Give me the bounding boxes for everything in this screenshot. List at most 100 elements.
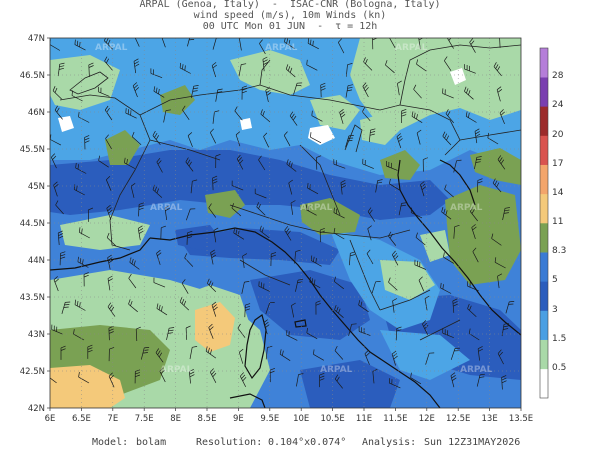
lon-tick-label: 11.5E <box>383 414 407 424</box>
wind-barb <box>286 159 297 172</box>
wind-barb <box>418 276 425 292</box>
lon-tick-label: 7E <box>107 414 118 424</box>
analysis-label: Analysis: <box>362 437 417 448</box>
wind-barb <box>152 184 163 198</box>
wind-barb <box>134 369 141 384</box>
wind-barb <box>496 86 503 102</box>
wind-barb <box>156 249 162 265</box>
lon-tick-label: 10E <box>293 414 309 424</box>
colorbar-label: 28 <box>552 71 564 82</box>
wind-barb <box>444 56 452 71</box>
lat-tick-label: 43N <box>28 330 45 340</box>
wind-barb <box>368 128 376 143</box>
watermark-text: ARPAL <box>460 365 493 375</box>
wind-barb <box>209 368 217 383</box>
wind-barb <box>285 64 296 78</box>
wind-barb <box>499 109 505 125</box>
wind-barb <box>477 346 484 361</box>
wind-barb <box>391 250 399 266</box>
wind-barb <box>156 303 168 316</box>
wind-barb <box>440 282 452 294</box>
wind-barb <box>131 131 142 146</box>
wind-barb <box>265 87 272 102</box>
colorbar-label: 1.5 <box>552 333 567 344</box>
wind-barb <box>233 227 245 240</box>
wind-barb <box>425 352 435 365</box>
wind-barb <box>447 38 454 49</box>
wind-barb <box>61 301 71 314</box>
wind-barb <box>309 276 321 289</box>
wind-barb <box>333 207 345 219</box>
wind-barb <box>87 207 94 222</box>
wind-barb <box>259 39 266 55</box>
wind-barb <box>133 58 140 74</box>
lon-tick-label: 10.5E <box>320 414 344 424</box>
wind-barb <box>307 183 319 195</box>
wind-barb <box>258 281 270 292</box>
wind-barb <box>464 86 474 100</box>
wind-barb <box>395 326 402 341</box>
wind-barb <box>241 281 250 294</box>
model-label: Model: <box>92 437 129 448</box>
header-line-3: 00 UTC Mon 01 JUN - τ = 12h <box>202 21 378 32</box>
wind-barb <box>415 232 426 246</box>
colorbar-label: 8.3 <box>552 246 567 257</box>
wind-barb <box>410 372 422 385</box>
wind-barb <box>345 63 353 77</box>
wind-barb <box>422 320 429 335</box>
wind-barb <box>284 226 292 241</box>
wind-barb <box>501 375 507 390</box>
wind-barb <box>363 57 373 71</box>
wind-barb <box>104 105 113 121</box>
wind-barb <box>420 181 427 197</box>
wind-barb <box>416 59 427 72</box>
wind-barb <box>179 297 190 311</box>
wind-barb <box>345 84 353 98</box>
lon-tick-label: 11E <box>356 414 372 424</box>
wind-barb <box>52 86 62 100</box>
wind-barb <box>310 255 322 267</box>
wind-barb <box>491 233 502 246</box>
wind-barb <box>452 298 458 313</box>
wind-barb <box>106 204 113 220</box>
wind-barb <box>284 38 295 49</box>
resolution-label: Resolution: <box>196 437 263 448</box>
wind-barb <box>54 105 63 120</box>
wind-barb <box>57 230 64 246</box>
wind-barb <box>450 372 457 388</box>
wind-barb <box>263 132 270 148</box>
wind-barb <box>398 202 407 216</box>
wind-barb <box>258 155 266 171</box>
wind-barb <box>464 64 476 74</box>
wind-barb <box>502 207 510 221</box>
wind-barb <box>60 345 66 360</box>
wind-barb <box>208 203 217 218</box>
colorbar-label: 11 <box>552 217 564 227</box>
lat-tick-label: 46N <box>28 108 45 118</box>
wind-barb <box>310 132 322 144</box>
colorbar-swatch <box>540 339 548 370</box>
wind-barb <box>442 88 454 99</box>
wind-barb <box>259 225 270 239</box>
wind-barb <box>345 135 354 148</box>
wind-barb <box>189 346 198 360</box>
wind-barb <box>184 253 194 267</box>
wind-barb <box>307 38 319 50</box>
colorbar-label: 5 <box>552 275 558 286</box>
wind-barb <box>98 155 109 168</box>
wind-barb <box>107 254 114 270</box>
wind-barb <box>187 132 193 148</box>
lat-tick-label: 44N <box>28 256 45 266</box>
wind-barb <box>78 227 90 239</box>
resolution-value: 0.104°x0.074° <box>268 437 347 448</box>
wind-barb <box>231 203 242 217</box>
watermark-text: ARPAL <box>320 365 353 375</box>
wind-barb <box>442 131 452 146</box>
wind-barb <box>505 301 515 314</box>
colorbar-label: 20 <box>552 129 564 140</box>
wind-barb <box>467 303 477 317</box>
wind-barb <box>53 276 59 292</box>
wind-barb <box>51 324 63 335</box>
wind-barb <box>254 188 267 199</box>
